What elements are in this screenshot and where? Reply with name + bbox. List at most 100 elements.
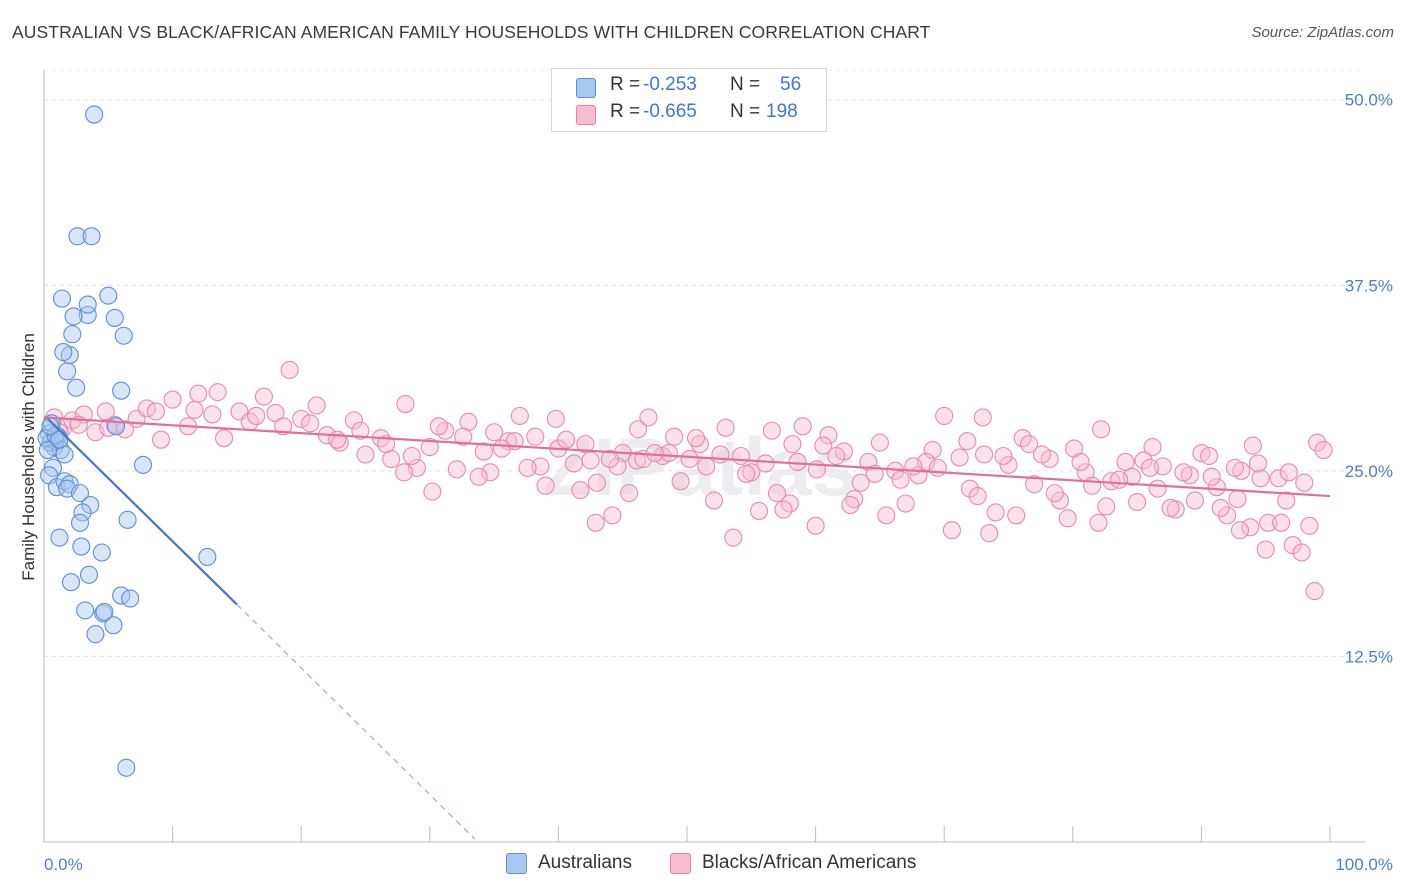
australians-point: [133, 455, 153, 474]
blacks-point: [1259, 513, 1278, 532]
blacks-point: [603, 506, 622, 525]
blacks-point: [958, 432, 977, 451]
australians-point: [58, 362, 77, 381]
blacks-point: [1292, 543, 1311, 562]
blacks-point: [968, 487, 987, 506]
blacks-point: [704, 491, 724, 510]
australians-point: [105, 308, 124, 327]
blacks-point: [645, 443, 664, 463]
blacks-point: [950, 448, 969, 467]
y-axis-label: Family Households with Children: [19, 333, 38, 581]
blacks-point: [581, 451, 600, 470]
blacks-point: [395, 463, 414, 482]
blacks-point: [474, 442, 493, 461]
r-value: -0.665: [643, 101, 697, 122]
blacks-point: [1241, 518, 1260, 537]
blacks-point: [1110, 470, 1129, 489]
blacks-point: [1134, 451, 1153, 470]
blacks-point: [620, 484, 639, 503]
blacks-point: [999, 455, 1018, 474]
blacks-point: [274, 417, 293, 436]
blacks-point: [665, 427, 684, 446]
blacks-point: [307, 396, 326, 415]
australians-point: [54, 343, 73, 362]
blacks-point: [1089, 513, 1108, 532]
blacks-point: [1277, 491, 1296, 510]
blacks-point: [749, 501, 769, 520]
blacks-point: [1185, 491, 1205, 510]
blacks-point: [994, 446, 1013, 466]
blacks-point: [980, 524, 999, 543]
blacks-point: [564, 454, 583, 473]
blacks-point: [185, 400, 204, 420]
blacks-point: [469, 467, 488, 486]
blacks-point: [1174, 463, 1193, 482]
blacks-point: [1251, 469, 1270, 488]
blacks-point: [1218, 506, 1237, 525]
australians-swatch: [576, 78, 596, 98]
blacks-point: [586, 513, 605, 532]
source-label: Source: ZipAtlas.com: [1251, 24, 1394, 41]
blacks-point: [1020, 435, 1039, 454]
blacks-point: [1269, 469, 1288, 488]
blacks-point: [402, 446, 421, 466]
blacks-point: [344, 411, 363, 430]
series-blacks-points: [45, 360, 1333, 601]
y-tick-label: 25.0%: [1345, 462, 1393, 481]
blacks-point: [481, 463, 500, 482]
blacks-point: [783, 435, 802, 454]
blacks-point: [859, 452, 878, 471]
blacks-point: [1161, 498, 1180, 518]
australians-point: [121, 589, 140, 608]
stats-legend: R = -0.253 N = 56 R = -0.665 N = 198: [551, 68, 827, 132]
y-tick-labels: 12.5% 25.0% 37.5% 50.0%: [1345, 91, 1393, 667]
blacks-point: [935, 406, 954, 425]
blacks-point: [891, 470, 910, 489]
australians-point: [198, 547, 217, 567]
australians-point: [118, 510, 137, 529]
blacks-point: [214, 429, 234, 448]
blacks-point: [247, 406, 266, 425]
y-tick-label: 50.0%: [1345, 91, 1393, 110]
blacks-point: [536, 476, 555, 495]
blacks-point: [1225, 458, 1244, 477]
x-tick-labels: 0.0% 100.0%: [44, 855, 1393, 874]
legend-label-blacks: Blacks/African Americans: [702, 852, 917, 873]
blacks-point: [1243, 436, 1262, 455]
blacks-point: [356, 445, 375, 464]
blacks-point: [793, 417, 812, 436]
blacks-point: [485, 423, 504, 442]
blacks-point: [1283, 536, 1302, 555]
australians-point: [38, 441, 57, 460]
australians-point: [76, 601, 95, 620]
n-value: 56: [780, 74, 802, 95]
blacks-point: [1202, 467, 1221, 486]
blacks-point: [557, 430, 576, 449]
y-tick-label: 12.5%: [1345, 647, 1393, 666]
blacks-point: [546, 409, 565, 428]
blacks-point: [711, 445, 730, 464]
blacks-point: [686, 429, 706, 448]
australians-point: [82, 227, 101, 246]
blacks-point: [851, 473, 870, 492]
blacks-point: [377, 435, 396, 454]
blacks-point: [1230, 521, 1250, 540]
r-label: R =: [610, 74, 641, 95]
blacks-point: [447, 460, 466, 479]
blacks-point: [292, 409, 311, 428]
blacks-point: [1248, 454, 1268, 473]
blacks-point: [942, 521, 961, 540]
trend-lines: [43, 416, 1331, 840]
australians-point: [64, 307, 83, 326]
australians-trend-extension: [236, 604, 476, 840]
grid-lines: [44, 69, 1365, 657]
blacks-point: [189, 384, 208, 403]
blacks-point: [1071, 452, 1090, 471]
blacks-point: [396, 394, 415, 414]
blacks-point: [767, 484, 787, 503]
australians-point: [78, 295, 97, 314]
blacks-point: [1025, 475, 1044, 494]
australians-point: [55, 472, 74, 491]
australians-point: [63, 325, 82, 344]
